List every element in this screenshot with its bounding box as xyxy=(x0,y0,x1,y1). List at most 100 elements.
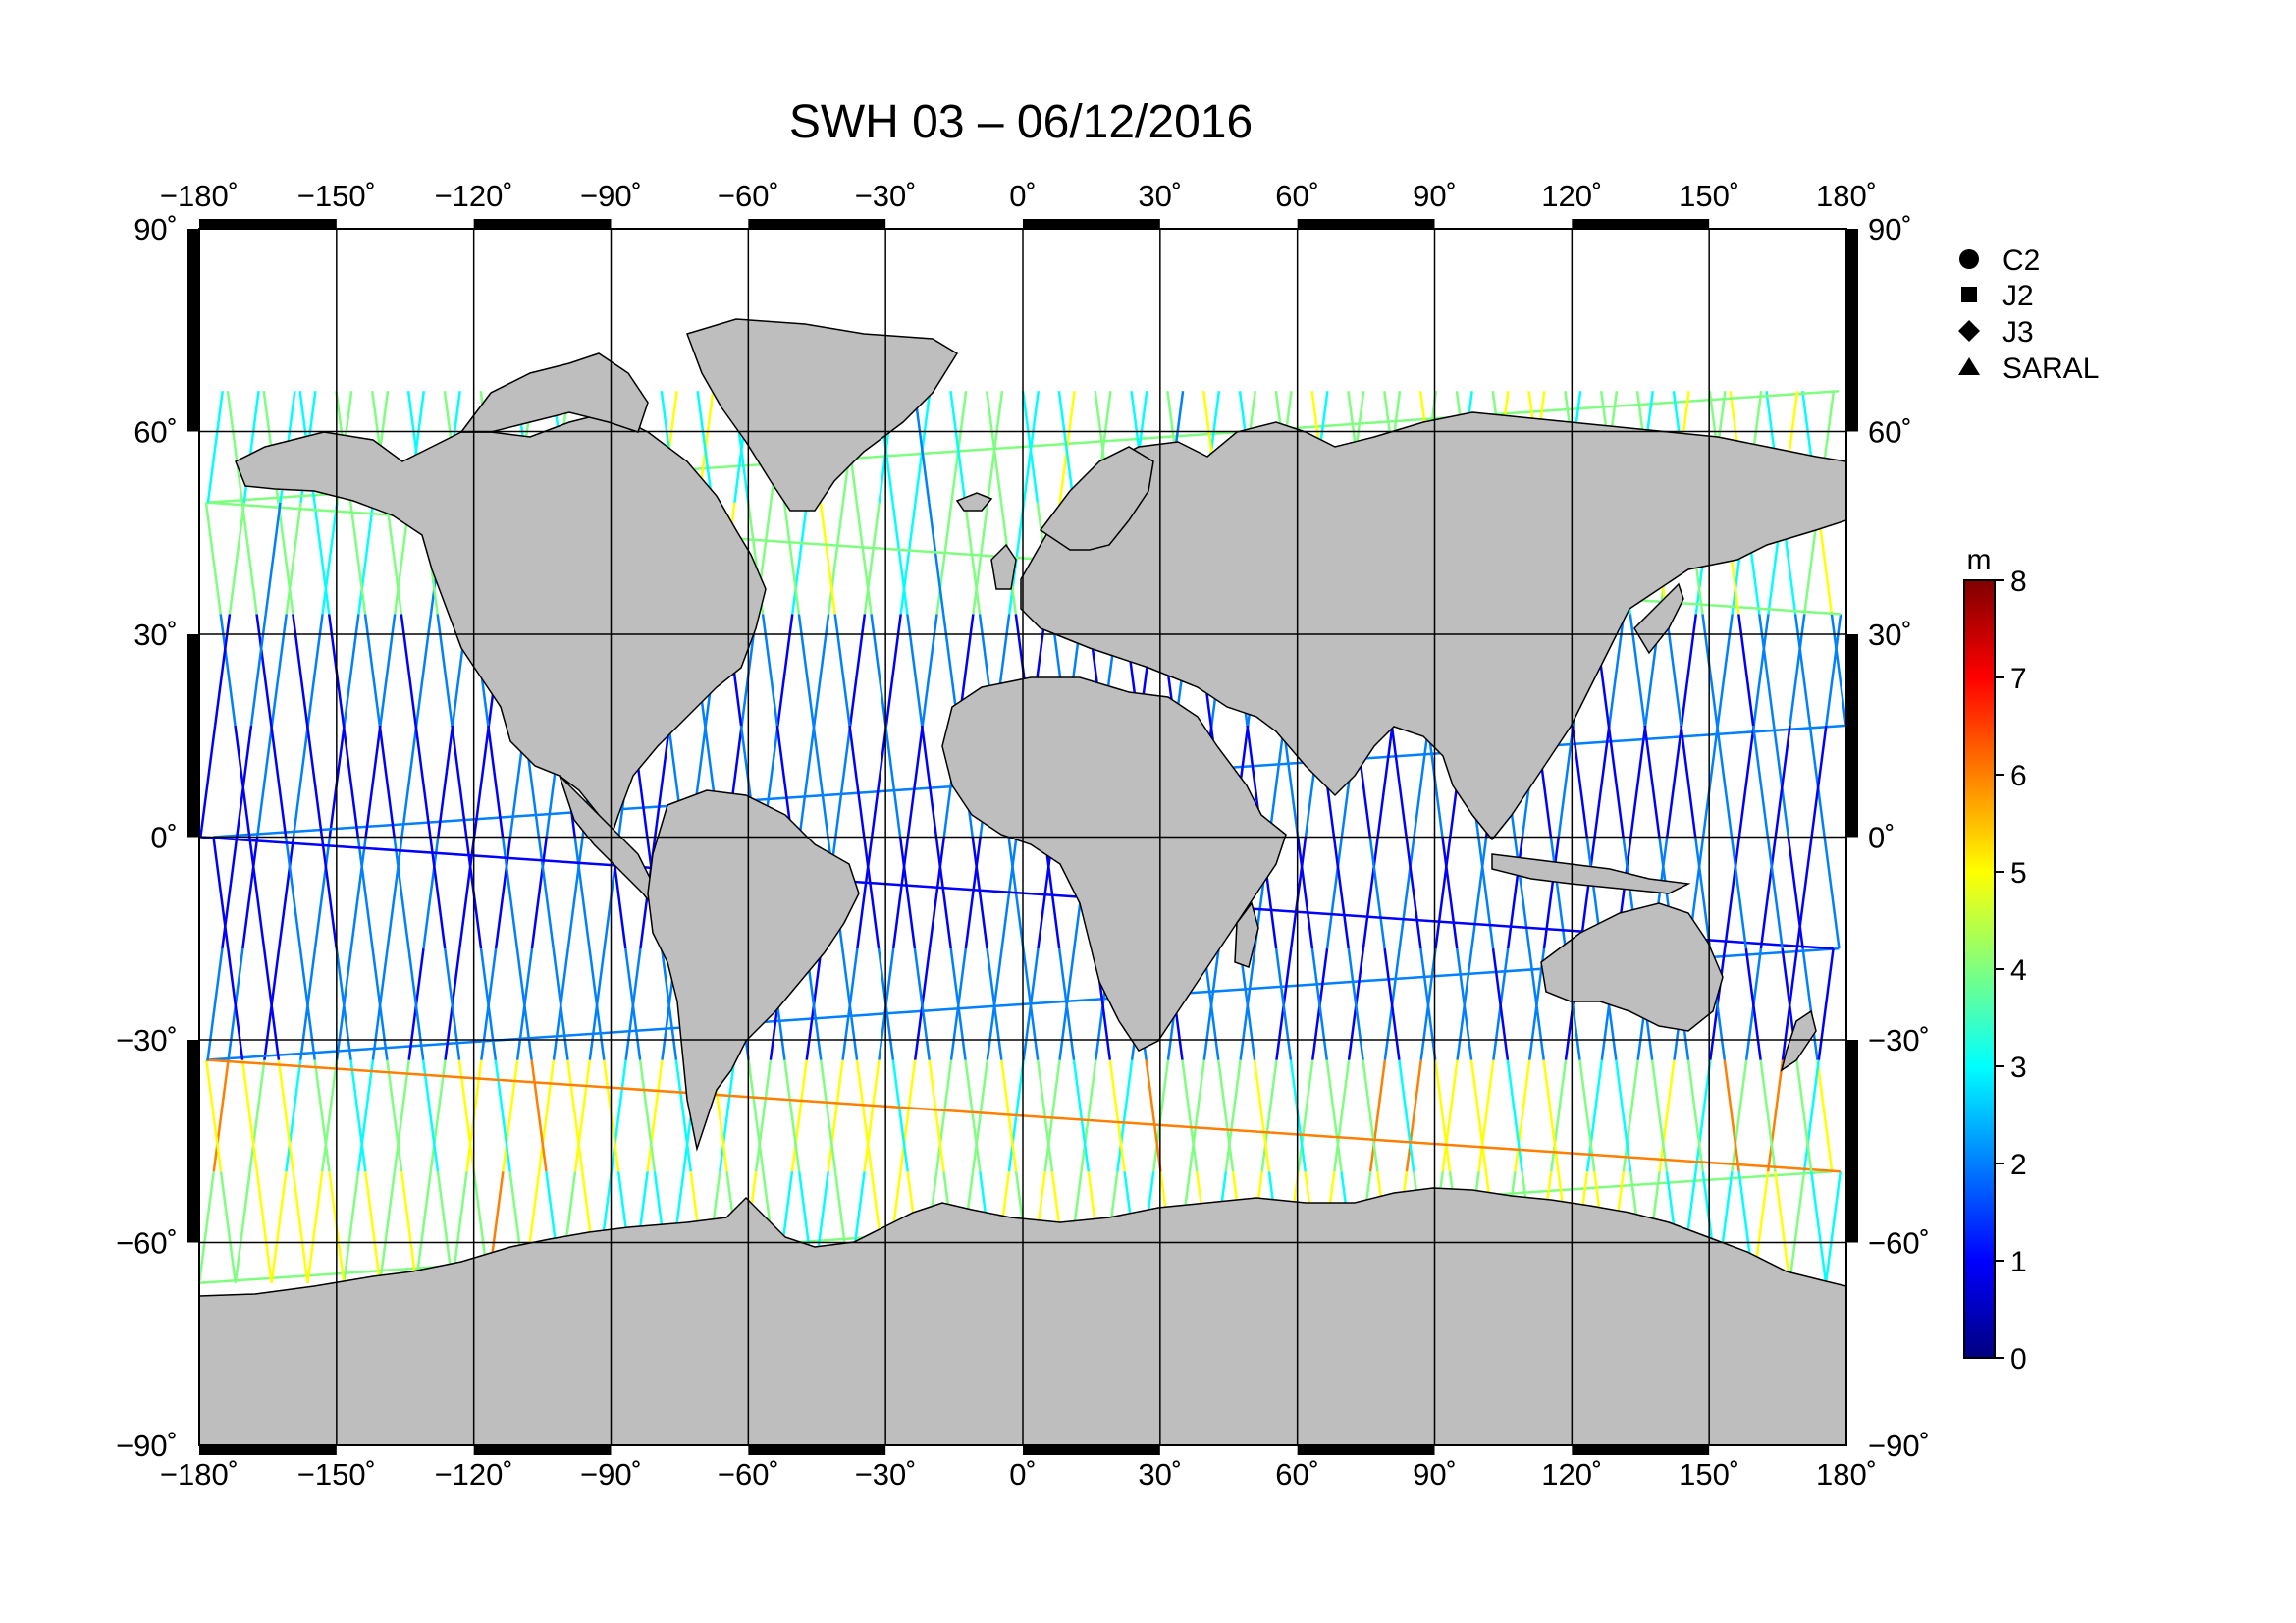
lon-tick-label-bottom: 120˚ xyxy=(1541,1457,1602,1491)
altimeter-track-segment xyxy=(1801,947,1819,1060)
altimeter-track-segment xyxy=(306,614,324,727)
altimeter-track-segment xyxy=(1751,725,1770,838)
altimeter-track-segment xyxy=(1608,614,1626,727)
altimeter-track-segment xyxy=(856,837,874,949)
altimeter-track-segment xyxy=(1658,1059,1676,1172)
altimeter-track-segment xyxy=(364,1171,382,1283)
map-area xyxy=(199,229,1846,1445)
altimeter-track-segment xyxy=(1274,947,1293,1060)
altimeter-track-segment xyxy=(270,614,288,727)
altimeter-track-segment xyxy=(530,1059,548,1172)
altimeter-track-segment xyxy=(284,837,302,949)
altimeter-track-segment xyxy=(386,1059,403,1172)
altimeter-track-segment xyxy=(848,614,867,727)
altimeter-track-segment xyxy=(255,614,273,727)
land-madagascar xyxy=(1234,901,1259,968)
altimeter-track-segment xyxy=(660,947,678,1060)
altimeter-track-segment xyxy=(783,1059,801,1172)
altimeter-track-segment xyxy=(1021,391,1040,503)
altimeter-track-segment xyxy=(891,502,909,615)
altimeter-track-segment xyxy=(1593,725,1611,838)
frame-bar-top xyxy=(1023,219,1160,229)
altimeter-track-segment xyxy=(1376,725,1394,838)
altimeter-track-segment xyxy=(1629,614,1646,727)
altimeter-track-segment xyxy=(1716,725,1734,838)
altimeter-track-segment xyxy=(1666,725,1683,838)
altimeter-track-segment xyxy=(913,947,931,1060)
lon-tick-label-top: −90˚ xyxy=(580,179,642,213)
altimeter-track-segment xyxy=(285,502,302,615)
legend-label-c2: C2 xyxy=(2002,244,2040,277)
altimeter-track-segment xyxy=(935,502,953,615)
colorbar-tick-label: 1 xyxy=(2010,1246,2027,1278)
altimeter-track-segment xyxy=(906,614,924,727)
altimeter-track-segment xyxy=(472,725,491,838)
altimeter-track-segment xyxy=(1816,1059,1834,1172)
altimeter-track-segment xyxy=(848,725,866,838)
lon-tick-label-top: 0˚ xyxy=(1009,179,1037,213)
altimeter-track-segment xyxy=(1694,1059,1712,1172)
frame-bar-bottom xyxy=(1023,1445,1160,1455)
altimeter-track-segment xyxy=(1513,837,1531,949)
lon-tick-label-bottom: 60˚ xyxy=(1275,1457,1319,1491)
lat-tick-label-left: 60˚ xyxy=(133,415,178,450)
legend-label-j3: J3 xyxy=(2002,316,2034,349)
altimeter-track-segment xyxy=(1188,1059,1206,1172)
altimeter-track-segment xyxy=(813,614,830,727)
map-frame-bars xyxy=(187,219,1858,1455)
altimeter-track-segment xyxy=(1817,947,1835,1060)
lon-tick-label-top: 120˚ xyxy=(1541,179,1602,213)
altimeter-track-segment xyxy=(834,725,852,838)
altimeter-track-segment xyxy=(1072,1059,1091,1172)
frame-bar-right xyxy=(1846,634,1858,838)
altimeter-track-segment xyxy=(1267,725,1286,838)
altimeter-track-segment xyxy=(248,837,266,949)
altimeter-track-segment xyxy=(1789,614,1806,727)
altimeter-track-segment xyxy=(1491,947,1510,1060)
lat-tick-label-left: 30˚ xyxy=(133,618,178,652)
altimeter-track-segment xyxy=(898,837,917,949)
land-indonesia xyxy=(1491,853,1691,894)
land-new-zealand xyxy=(1780,1009,1817,1072)
altimeter-track-segment xyxy=(262,947,281,1060)
altimeter-track-segment xyxy=(1433,1059,1452,1172)
land-canadian-archipelago xyxy=(459,352,649,433)
altimeter-track-segment xyxy=(566,1059,584,1172)
altimeter-track-segment xyxy=(240,502,258,615)
altimeter-track-segment xyxy=(207,1058,1841,1173)
altimeter-track-segment xyxy=(437,725,454,838)
altimeter-track-segment xyxy=(206,947,224,1060)
altimeter-track-segment xyxy=(443,947,461,1060)
altimeter-track-segment xyxy=(1362,837,1379,949)
altimeter-track-segment xyxy=(1217,1059,1235,1172)
altimeter-track-segment xyxy=(270,725,288,838)
altimeter-track-segment xyxy=(1830,614,1846,727)
altimeter-track-segment xyxy=(335,947,352,1060)
altimeter-track-segment xyxy=(964,837,982,949)
land-eurasia xyxy=(1020,411,1846,841)
altimeter-track-segment xyxy=(530,837,548,949)
altimeter-track-segment xyxy=(1333,1059,1351,1172)
altimeter-track-segment xyxy=(494,837,512,949)
altimeter-track-segment xyxy=(1665,614,1682,727)
altimeter-track-segment xyxy=(855,1059,874,1172)
frame-bar-bottom xyxy=(199,1445,337,1455)
altimeter-track-segment xyxy=(1723,837,1741,949)
altimeter-track-segment xyxy=(1043,1059,1061,1172)
lon-tick-label-bottom: −60˚ xyxy=(718,1457,779,1491)
altimeter-track-segment xyxy=(674,1059,692,1172)
altimeter-track-segment xyxy=(213,614,232,727)
altimeter-track-segment xyxy=(249,614,268,727)
altimeter-track-segment xyxy=(1686,1059,1705,1172)
altimeter-track-segment xyxy=(906,725,924,838)
altimeter-track-segment xyxy=(841,947,859,1060)
colorbar-tick-label: 0 xyxy=(2010,1343,2027,1376)
altimeter-track-segment xyxy=(1578,837,1596,949)
lon-tick-label-bottom: −180˚ xyxy=(160,1457,239,1491)
altimeter-track-segment xyxy=(935,1059,953,1172)
altimeter-track-segment xyxy=(1759,837,1777,949)
altimeter-track-segment xyxy=(949,947,967,1060)
altimeter-track-segment xyxy=(348,502,367,615)
frame-bar-bottom xyxy=(1572,1445,1710,1455)
lat-tick-label-left: −90˚ xyxy=(116,1429,178,1463)
